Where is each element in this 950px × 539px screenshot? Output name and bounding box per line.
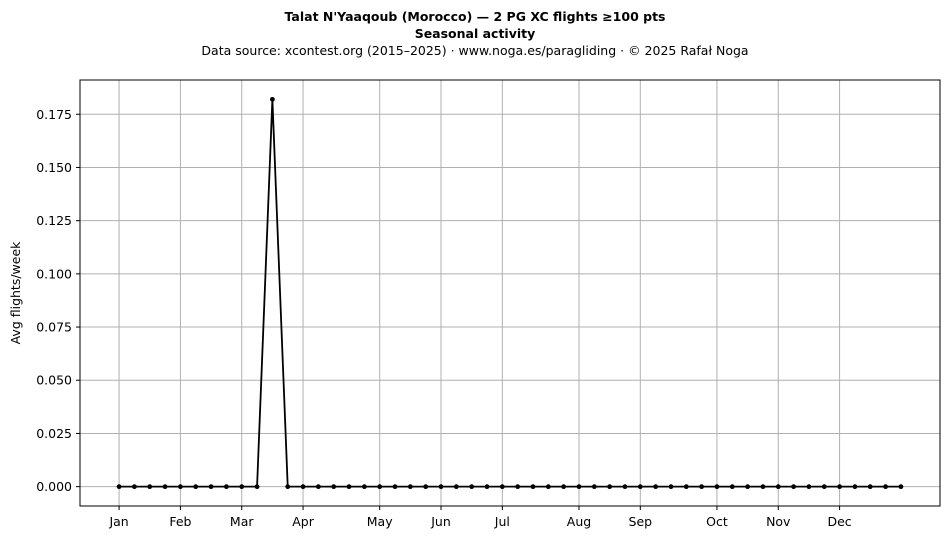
data-point	[407, 484, 413, 490]
data-point	[561, 484, 567, 490]
data-point	[760, 484, 766, 490]
y-tick-label: 0.050	[36, 373, 72, 388]
data-point	[469, 484, 475, 490]
data-point	[622, 484, 628, 490]
data-point	[147, 484, 153, 490]
x-axis: Jan Feb Mar Apr May Jun Jul Aug Sep Oct Nov Dec	[108, 506, 852, 529]
data-point	[821, 484, 827, 490]
data-point	[530, 484, 536, 490]
data-point	[729, 484, 735, 490]
y-tick-label: 0.150	[36, 160, 72, 175]
data-point	[791, 484, 797, 490]
grid-lines	[80, 80, 940, 506]
plot-frame	[79, 79, 941, 507]
data-point	[193, 484, 199, 490]
y-tick-label: 0.175	[36, 107, 72, 122]
data-point	[867, 484, 873, 490]
x-tick-label: Nov	[766, 514, 791, 529]
y-tick-label: 0.000	[36, 479, 72, 494]
data-point	[607, 484, 613, 490]
data-point	[315, 484, 321, 490]
data-point	[714, 484, 720, 490]
data-point	[775, 484, 781, 490]
x-tick-label: Aug	[567, 514, 591, 529]
series-line-group	[116, 96, 904, 490]
data-point	[545, 484, 551, 490]
data-point	[300, 484, 306, 490]
data-point	[499, 484, 505, 490]
data-point	[285, 484, 291, 490]
x-tick-label: Apr	[292, 514, 314, 529]
data-point	[254, 484, 260, 490]
data-point	[653, 484, 659, 490]
data-point	[806, 484, 812, 490]
data-point	[745, 484, 751, 490]
y-tick-label: 0.025	[36, 426, 72, 441]
x-tick-label: Mar	[230, 514, 254, 529]
data-point	[576, 484, 582, 490]
data-point	[898, 484, 904, 490]
data-point	[668, 484, 674, 490]
chart-title: Talat N'Yaaqoub (Morocco) — 2 PG XC flig…	[284, 9, 666, 24]
data-point	[392, 484, 398, 490]
data-point	[852, 484, 858, 490]
data-point	[423, 484, 429, 490]
data-point	[515, 484, 521, 490]
x-tick-label: Sep	[629, 514, 653, 529]
data-point	[239, 484, 245, 490]
data-point	[178, 484, 183, 490]
y-axis: 0.000 0.025 0.050 0.075 0.100 0.125 0.150 0.175	[36, 107, 80, 494]
data-source-note: Data source: xcontest.org (2015–2025) · …	[201, 43, 749, 58]
data-point	[269, 96, 275, 102]
chart-subtitle: Seasonal activity	[414, 26, 536, 41]
data-point	[637, 484, 643, 490]
data-point	[883, 484, 888, 490]
y-axis-label: Avg flights/week	[8, 241, 23, 345]
data-point	[331, 484, 337, 490]
data-point	[208, 484, 214, 490]
data-point	[361, 484, 367, 490]
data-point	[116, 484, 122, 490]
data-point	[438, 484, 444, 490]
data-point	[223, 484, 229, 490]
x-tick-label: Oct	[706, 514, 728, 529]
data-point	[683, 484, 689, 490]
data-point	[591, 484, 597, 490]
data-point	[484, 484, 490, 490]
x-tick-label: Dec	[827, 514, 851, 529]
data-point	[837, 484, 842, 490]
x-tick-label: Feb	[169, 514, 191, 529]
y-tick-label: 0.100	[36, 266, 72, 281]
x-tick-label: Jun	[430, 514, 451, 529]
x-tick-label: May	[367, 514, 393, 529]
x-tick-label: Jul	[494, 514, 510, 529]
data-point	[453, 484, 459, 490]
data-point	[162, 484, 168, 490]
data-point	[699, 484, 705, 490]
y-tick-label: 0.075	[36, 320, 72, 335]
data-point	[377, 484, 383, 490]
x-tick-label: Jan	[108, 514, 128, 529]
data-point	[346, 484, 352, 490]
y-tick-label: 0.125	[36, 213, 72, 228]
series-line	[119, 98, 901, 488]
data-point	[132, 484, 137, 490]
